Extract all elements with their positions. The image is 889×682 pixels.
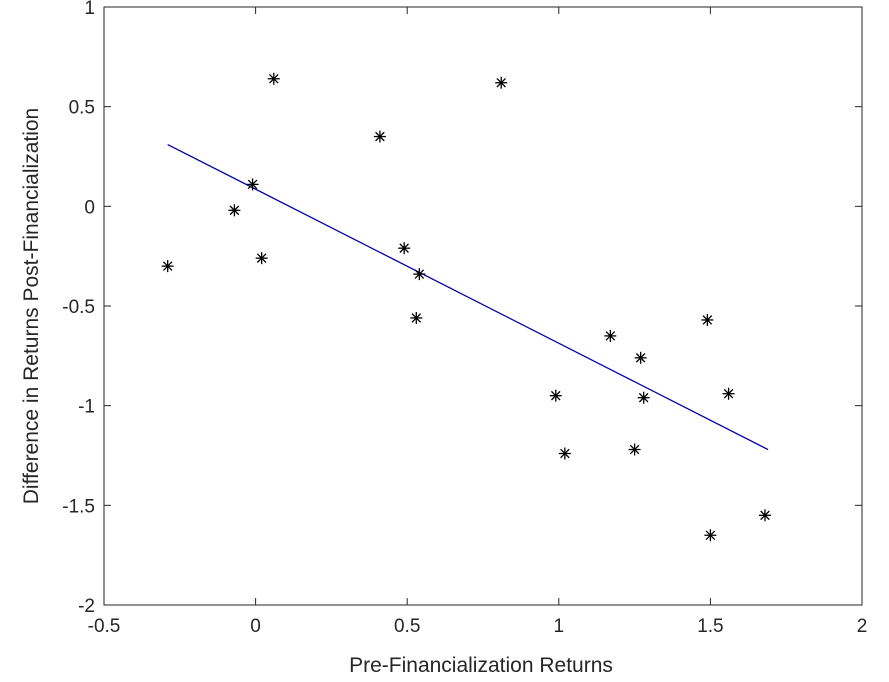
x-tick-label: -0.5 bbox=[88, 616, 121, 637]
x-tick-label: 1 bbox=[554, 616, 565, 637]
x-tick-label: 0 bbox=[250, 616, 261, 637]
y-tick-label: -0.5 bbox=[62, 297, 95, 318]
x-tick-label: 1.5 bbox=[697, 616, 723, 637]
data-point bbox=[558, 447, 571, 460]
data-point bbox=[246, 178, 259, 191]
data-points bbox=[161, 72, 771, 542]
y-tick-label: 0 bbox=[84, 197, 95, 218]
x-tick-label: 2 bbox=[857, 616, 868, 637]
data-point bbox=[704, 529, 717, 542]
y-tick-label: 1 bbox=[84, 0, 95, 19]
y-tick-label: -2 bbox=[78, 596, 95, 617]
x-tick-labels: -0.5 0 0.5 1 1.5 2 bbox=[88, 616, 868, 637]
x-tick-label: 0.5 bbox=[394, 616, 420, 637]
regression-line bbox=[167, 143, 769, 451]
plot-area bbox=[103, 6, 863, 606]
y-tick-label: -1 bbox=[78, 397, 95, 418]
data-point bbox=[228, 204, 241, 217]
data-point bbox=[398, 242, 411, 255]
data-point bbox=[701, 313, 714, 326]
data-point bbox=[373, 130, 386, 143]
data-point bbox=[161, 260, 174, 273]
y-tick-label: -1.5 bbox=[62, 496, 95, 517]
axis-ticks bbox=[103, 6, 863, 606]
data-point bbox=[495, 76, 508, 89]
data-point bbox=[758, 509, 771, 522]
data-point bbox=[549, 389, 562, 402]
data-point bbox=[410, 311, 423, 324]
y-axis-label: Difference in Returns Post-Financializat… bbox=[20, 108, 43, 504]
data-point bbox=[604, 329, 617, 342]
data-point bbox=[628, 443, 641, 456]
data-point bbox=[637, 391, 650, 404]
data-point bbox=[255, 252, 268, 265]
data-point bbox=[267, 72, 280, 85]
data-point bbox=[413, 268, 426, 281]
x-axis-label: Pre-Financialization Returns bbox=[349, 654, 613, 677]
fit-line bbox=[167, 143, 769, 451]
data-point bbox=[722, 387, 735, 400]
y-tick-labels: -2 -1.5 -1 -0.5 0 0.5 1 bbox=[62, 0, 95, 617]
y-tick-label: 0.5 bbox=[69, 98, 95, 119]
data-point bbox=[634, 351, 647, 364]
